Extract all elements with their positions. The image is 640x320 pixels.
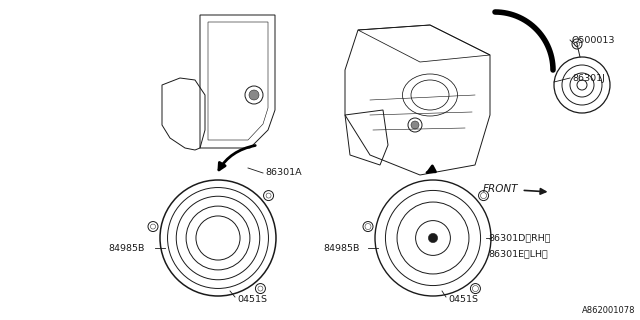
Text: A862001078: A862001078 <box>582 306 635 315</box>
Text: 86301D〈RH〉: 86301D〈RH〉 <box>488 234 550 243</box>
Text: Q500013: Q500013 <box>572 36 616 44</box>
Text: 84985B: 84985B <box>323 244 360 252</box>
Text: 86301J: 86301J <box>572 74 605 83</box>
Text: 0451S: 0451S <box>448 295 478 305</box>
Text: 86301E〈LH〉: 86301E〈LH〉 <box>488 250 548 259</box>
Circle shape <box>411 121 419 129</box>
Text: 84985B: 84985B <box>108 244 145 252</box>
Text: 0451S: 0451S <box>237 295 267 305</box>
Circle shape <box>428 233 438 243</box>
Text: FRONT: FRONT <box>483 184 546 194</box>
Text: 86301A: 86301A <box>265 167 301 177</box>
Circle shape <box>249 90 259 100</box>
